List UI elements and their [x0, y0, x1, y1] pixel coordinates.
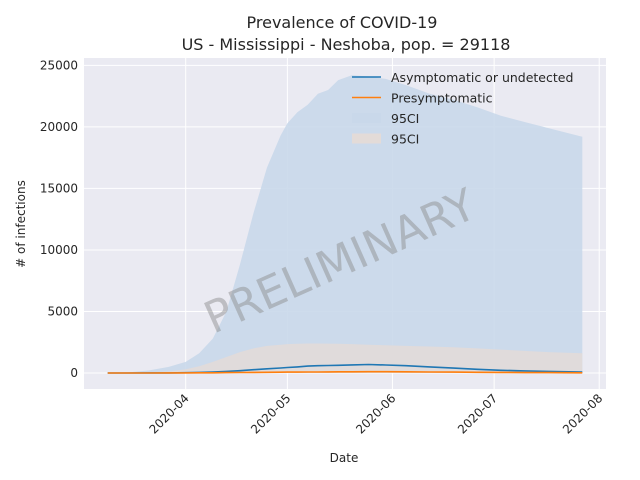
y-tick-label: 5000	[47, 304, 78, 318]
ci-band	[107, 343, 583, 373]
x-tick-label: 2020-08	[560, 391, 605, 436]
x-axis-label: Date	[330, 451, 359, 465]
legend-swatch	[352, 133, 381, 144]
x-tick-label: 2020-04	[146, 391, 191, 436]
legend-label: 95CI	[391, 132, 419, 147]
x-tick-label: 2020-07	[455, 391, 500, 436]
ci-bands	[107, 75, 583, 373]
y-tick-label: 25000	[40, 58, 78, 72]
series-lines	[107, 363, 583, 374]
legend-label: 95CI	[391, 111, 419, 126]
ci-band	[107, 75, 583, 373]
x-axis: 2020-04 2020-05 2020-06 2020-07 2020-08	[146, 391, 605, 436]
y-axis-label: # of infections	[14, 180, 28, 268]
series-line	[107, 370, 583, 374]
chart-title: Prevalence of COVID-19	[247, 13, 438, 32]
y-tick-label: 10000	[40, 243, 78, 257]
x-tick-label: 2020-06	[353, 391, 398, 436]
legend: Asymptomatic or undetected Presymptomatic…	[352, 70, 573, 147]
y-tick-label: 20000	[40, 120, 78, 134]
x-tick-label: 2020-05	[248, 391, 293, 436]
y-axis: 0 5000 10000 15000 20000 25000	[40, 58, 78, 380]
y-tick-label: 0	[70, 366, 78, 380]
chart-subtitle: US - Mississippi - Neshoba, pop. = 29118	[182, 35, 511, 54]
legend-label: Asymptomatic or undetected	[391, 70, 573, 85]
legend-swatch	[352, 113, 381, 123]
legend-label: Presymptomatic	[391, 91, 493, 106]
y-tick-label: 15000	[40, 181, 78, 195]
